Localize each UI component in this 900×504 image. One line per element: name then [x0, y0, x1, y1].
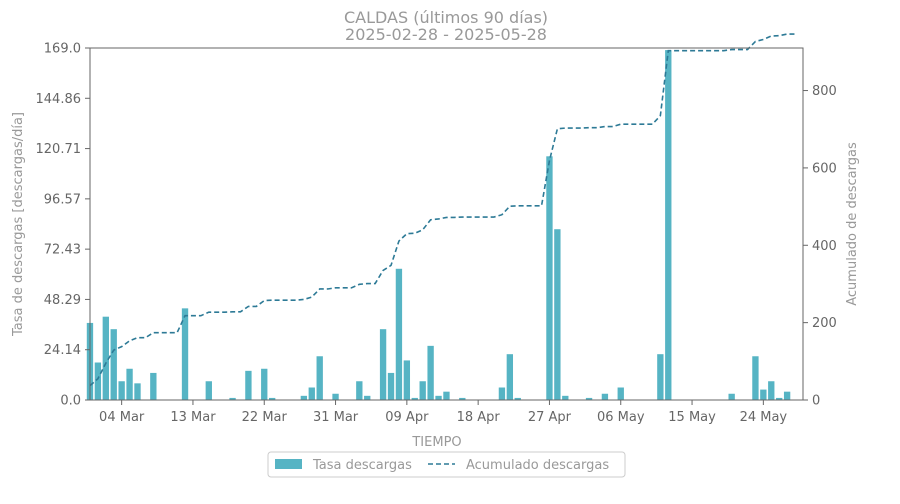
y-left-tick-label: 0.0	[60, 394, 81, 409]
y-left-tick-label: 48.29	[44, 293, 81, 308]
bar-2025-04-22	[506, 354, 514, 400]
y-right-tick-label: 200	[812, 316, 837, 331]
bar-2025-05-06	[617, 387, 624, 400]
bar-2025-03-20	[245, 370, 252, 400]
bar-2025-04-28	[554, 229, 561, 400]
line-layer	[89, 33, 796, 387]
bar-2025-03-27	[300, 395, 308, 400]
bar-2025-04-04	[364, 395, 371, 400]
bar-2025-03-23	[269, 397, 276, 400]
y-axis-left-label: Tasa de descargas [descargas/día]	[11, 112, 26, 337]
bar-2025-03-31	[332, 393, 339, 400]
x-tick-label: 24 May	[740, 410, 788, 425]
bar-2025-03-05	[126, 368, 133, 400]
bar-2025-04-11	[419, 381, 426, 400]
y-axis-right-ticks: 0 200 400 600 800	[803, 84, 837, 409]
bar-2025-05-24	[760, 389, 767, 400]
bar-2025-04-09	[403, 360, 411, 400]
bar-2025-04-13	[435, 395, 442, 400]
bar-2025-04-16	[459, 397, 466, 400]
x-tick-label: 13 Mar	[170, 410, 216, 425]
x-tick-label: 15 May	[668, 410, 716, 425]
bar-2025-03-02	[102, 316, 109, 400]
bar-2025-04-23	[514, 397, 521, 400]
bar-2025-04-07	[387, 372, 395, 400]
bar-2025-04-21	[498, 387, 506, 400]
bar-2025-04-08	[395, 268, 403, 400]
x-tick-label: 09 Apr	[385, 410, 429, 425]
bar-2025-05-27	[783, 391, 791, 400]
bar-2025-03-12	[181, 308, 189, 400]
bar-2025-05-23	[752, 356, 759, 400]
chart-subtitle: 2025-02-28 - 2025-05-28	[345, 25, 547, 44]
bar-2025-05-12	[665, 50, 672, 400]
x-tick-label: 31 Mar	[313, 410, 359, 425]
bar-2025-04-10	[411, 397, 418, 400]
y-axis-right-label: Acumulado de descargas	[845, 142, 860, 306]
bar-2025-05-26	[776, 397, 783, 400]
bar-2025-05-04	[601, 393, 609, 400]
legend-label-bar: Tasa descargas	[312, 458, 412, 473]
bar-2025-03-01	[94, 362, 102, 400]
x-tick-label: 04 Mar	[99, 410, 145, 425]
x-axis-ticks: 04 Mar 13 Mar 22 Mar 31 Mar 09 Apr 18 Apr 27 A…	[99, 400, 787, 425]
bar-2025-05-20	[728, 393, 735, 400]
x-tick-label: 22 Mar	[242, 410, 288, 425]
cumulative-line	[89, 33, 796, 387]
y-left-tick-label: 169.0	[44, 42, 81, 57]
bar-2025-04-29	[562, 395, 569, 400]
y-axis-left-ticks: 0.0 24.14 48.29 72.43 96.57 120.71 144.86 169.0	[36, 42, 90, 409]
bars-layer	[86, 50, 791, 400]
bar-2025-03-06	[134, 383, 141, 400]
y-left-tick-label: 24.14	[44, 343, 81, 358]
chart-title: CALDAS (últimos 90 días)	[344, 8, 548, 27]
bar-2025-03-28	[308, 387, 315, 400]
legend-swatch-bar	[275, 459, 302, 469]
y-left-tick-label: 120.71	[36, 142, 82, 157]
y-right-tick-label: 800	[812, 84, 837, 99]
x-tick-label: 18 Apr	[457, 410, 501, 425]
y-left-tick-label: 96.57	[44, 192, 81, 207]
bar-2025-05-25	[768, 381, 775, 400]
bar-2025-03-03	[110, 329, 117, 400]
bar-2025-05-11	[657, 354, 664, 400]
y-left-tick-label: 144.86	[36, 92, 82, 107]
bar-2025-04-06	[379, 329, 387, 400]
bar-2025-05-02	[585, 397, 593, 400]
y-right-tick-label: 600	[812, 161, 837, 176]
bar-2025-03-04	[118, 381, 125, 400]
y-right-tick-label: 0	[812, 394, 820, 409]
bar-2025-04-03	[356, 381, 363, 400]
y-right-tick-label: 400	[812, 239, 837, 254]
bar-2025-03-22	[261, 368, 268, 400]
x-tick-label: 06 May	[597, 410, 645, 425]
bar-2025-04-12	[427, 345, 434, 400]
bar-2025-03-18	[229, 397, 236, 400]
x-tick-label: 27 Apr	[528, 410, 572, 425]
y-left-tick-label: 72.43	[44, 243, 81, 258]
legend-label-line: Acumulado descargas	[466, 458, 609, 473]
bar-2025-04-14	[443, 391, 450, 400]
bar-2025-03-29	[316, 356, 323, 400]
bar-2025-03-15	[205, 381, 212, 400]
bar-2025-03-08	[150, 372, 157, 400]
bar-2025-04-27	[546, 156, 553, 400]
plot-frame	[89, 47, 804, 401]
x-axis-label: TIEMPO	[411, 435, 461, 450]
legend: Tasa descargas Acumulado descargas	[267, 451, 626, 478]
